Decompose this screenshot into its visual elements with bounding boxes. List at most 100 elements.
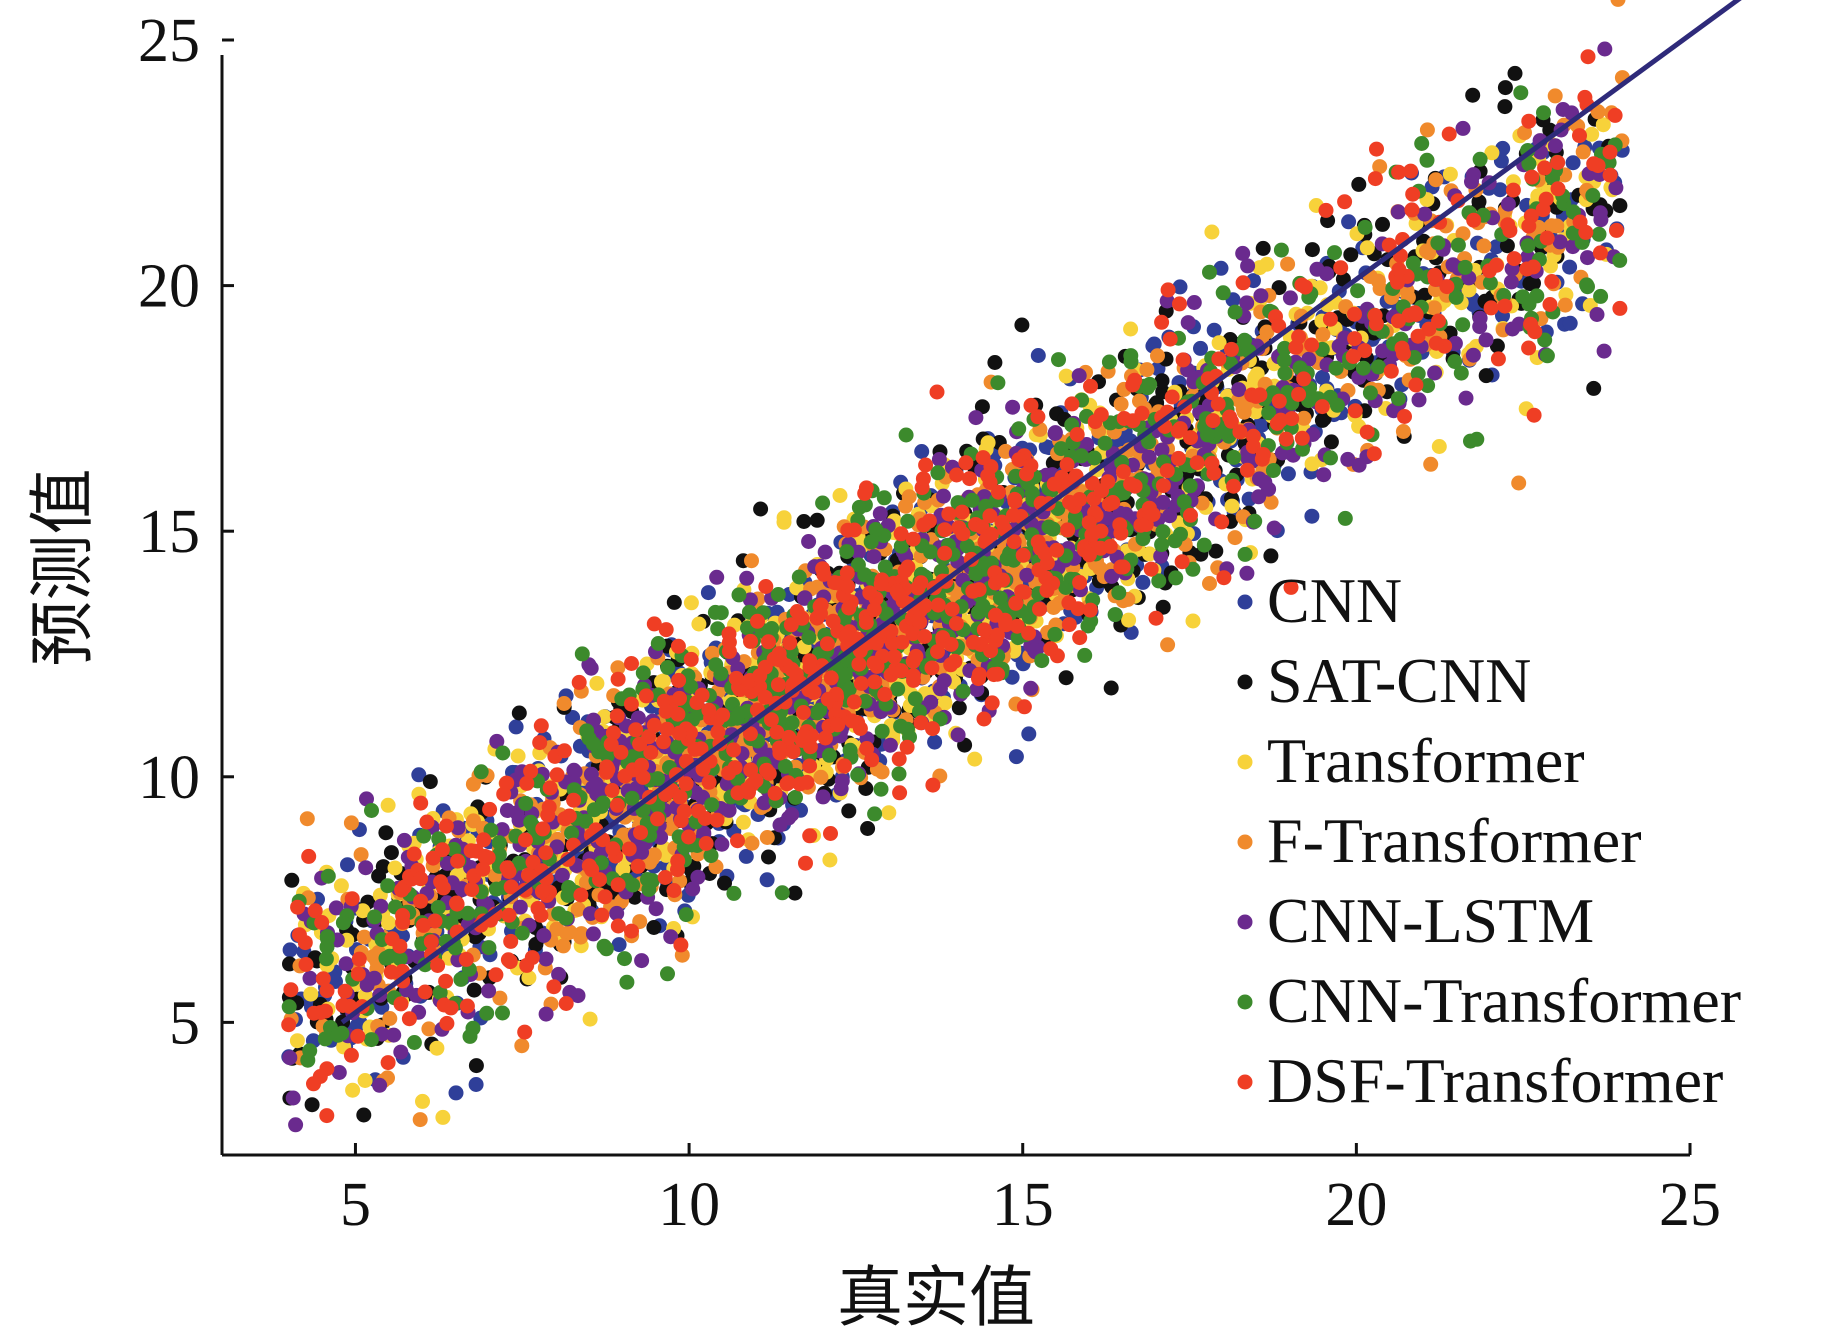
data-point [345,1082,361,1098]
data-point [1202,264,1217,280]
data-point [1064,396,1080,412]
data-point [899,739,915,755]
data-point [1537,160,1553,176]
data-point [774,885,790,901]
data-point [634,757,650,773]
data-point [948,616,964,631]
data-point [801,630,817,645]
x-tick-label: 10 [658,1171,720,1239]
data-point [1276,352,1292,368]
data-point [655,673,671,689]
data-point [394,882,410,898]
data-point [772,817,788,833]
data-point [877,686,893,702]
data-point [1006,534,1022,550]
data-point [1253,415,1269,431]
data-point [1023,397,1039,413]
data-point [448,1085,464,1101]
data-point [1271,393,1287,409]
data-point [846,522,862,538]
data-point [701,702,717,718]
data-point [1472,151,1488,167]
data-point [318,951,334,967]
data-point [874,723,890,739]
data-point [759,830,775,845]
data-point [582,1011,598,1027]
data-point [517,1024,533,1040]
data-point [678,907,694,923]
legend: CNNSAT-CNNTransformerF-TransformerCNN-LS… [1237,565,1741,1116]
data-point [1586,156,1602,172]
data-point [1455,120,1471,136]
data-point [556,696,572,711]
data-point [499,803,515,818]
data-point [1005,399,1021,415]
data-point [1047,425,1063,441]
data-point [555,938,571,954]
data-point [980,468,996,484]
data-point [1082,602,1098,618]
legend-marker [1237,834,1253,850]
data-point [841,803,857,819]
data-point [1239,295,1255,311]
data-point [1458,390,1474,406]
data-point [1375,216,1390,232]
data-point [1465,87,1481,103]
data-point [1283,579,1299,595]
data-point [313,1005,328,1021]
data-point [453,971,469,987]
data-point [1465,297,1481,313]
data-point [788,789,803,805]
data-point [1011,452,1027,468]
data-point [1586,380,1602,396]
data-point [862,585,878,601]
data-point [937,695,953,711]
data-point [1455,226,1471,242]
data-point [937,545,953,561]
data-point [912,704,927,719]
data-point [1572,214,1588,230]
data-point [315,971,331,987]
data-point [1115,464,1131,480]
data-point [991,484,1006,500]
data-point [343,815,359,831]
data-point [1058,670,1074,686]
data-point [481,983,497,999]
data-point [1164,389,1180,405]
data-point [285,1090,301,1106]
data-point [1612,300,1628,316]
data-point [1351,176,1367,192]
data-point [709,812,725,828]
data-point [1482,275,1498,291]
data-point [351,951,367,967]
data-point [930,597,946,613]
data-point [678,776,694,792]
data-point [1183,430,1198,446]
data-point [974,399,990,415]
data-point [1562,259,1578,275]
data-point [605,841,621,857]
data-point [763,712,779,728]
data-point [1175,352,1191,368]
data-point [1478,332,1494,348]
data-point [353,847,369,863]
data-point [1284,411,1300,427]
data-point [1112,517,1128,533]
data-point [1291,329,1307,345]
data-point [1316,467,1332,483]
data-point [812,598,828,614]
data-point [1593,288,1609,304]
data-point [492,990,508,1006]
data-point [624,790,640,806]
data-point [284,872,300,888]
data-point [1215,424,1231,440]
data-point [1536,105,1551,121]
data-point [536,928,552,943]
data-point [796,728,812,744]
data-point [1327,245,1342,261]
data-point [658,622,674,638]
data-point [1345,349,1361,364]
data-point [406,846,422,862]
data-point [1357,219,1373,235]
data-point [891,751,907,767]
